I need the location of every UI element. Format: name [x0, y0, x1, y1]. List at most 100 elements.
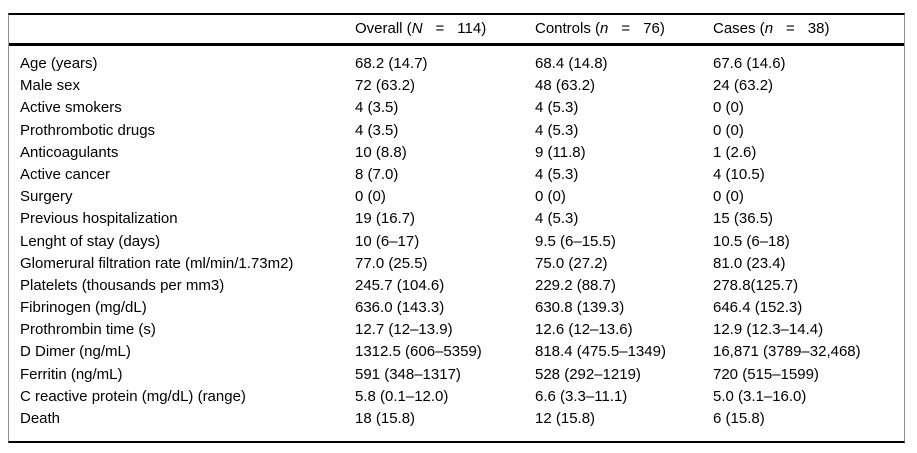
cell-controls: 75.0 (27.2) — [535, 254, 608, 272]
row-label: Fibrinogen (mg/dL) — [20, 299, 147, 317]
header-row-label — [20, 15, 355, 43]
baseline-characteristics-table: Overall (N = 114) Controls (n = 76) Cases (n… — [8, 13, 905, 444]
cell-controls: 528 (292–1219) — [535, 365, 641, 383]
header-controls-count: 76) — [643, 20, 665, 37]
row-label: Age (years) — [20, 55, 98, 72]
row-label: Previous hospitalization — [20, 210, 178, 228]
cell-controls: 12.6 (12–13.6) — [535, 321, 633, 339]
cell-cases: 4 (10.5) — [713, 165, 765, 183]
cell-cases: 0 (0) — [713, 188, 744, 206]
header-cases-prefix: Cases ( — [713, 20, 765, 37]
cell-overall: 8 (7.0) — [355, 165, 399, 183]
row-label: Prothrombotic drugs — [20, 121, 156, 139]
cell-controls: 9 (11.8) — [535, 143, 586, 161]
header-overall-equals: = — [435, 20, 445, 37]
table-row: Fibrinogen (mg/dL) 636.0 (143.3) 630.8 (13… — [9, 297, 904, 319]
row-label: Prothrombin time (s) — [20, 321, 156, 339]
cell-cases: 720 (515–1599) — [713, 365, 819, 383]
table-row: Male sex 72 (63.2) 48 (63.2) 24 (63.2) — [9, 75, 904, 97]
cell-overall: 77.0 (25.5) — [355, 254, 428, 272]
cell-overall: 10 (8.8) — [355, 143, 407, 161]
cell-overall: 0 (0) — [355, 188, 386, 206]
header-cases-symbol: n — [764, 20, 774, 37]
row-label: Active cancer — [20, 165, 111, 183]
row-label: Male sex — [20, 77, 81, 95]
row-label: Platelets (thousands per mm3) — [20, 276, 225, 294]
cell-cases: 12.9 (12.3–14.4) — [713, 321, 824, 339]
row-label: D Dimer (ng/mL) — [20, 343, 131, 361]
table-row: Prothrombin time (s) 12.7 (12–13.9) 12.6 (… — [9, 319, 904, 341]
row-label: Anticoagulants — [20, 143, 119, 161]
cell-cases: 10.5 (6–18) — [713, 232, 790, 250]
table-row: Surgery 0 (0) 0 (0) 0 (0) — [9, 186, 904, 208]
header-controls-symbol: n — [600, 20, 609, 37]
cell-controls: 68.4 (14.8) — [535, 55, 608, 72]
row-label: Glomerural filtration rate (ml/min/1.73m… — [20, 254, 294, 272]
cell-controls: 630.8 (139.3) — [535, 299, 625, 317]
table-row: Previous hospitalization 19 (16.7) 4 (5.3)… — [9, 208, 904, 230]
header-controls: Controls (n = 76) — [535, 15, 713, 43]
cell-cases: 24 (63.2) — [713, 77, 774, 95]
row-label: Surgery — [20, 188, 73, 206]
row-label: Lenght of stay (days) — [20, 232, 161, 250]
row-label: C reactive protein (mg/dL) (range) — [20, 387, 246, 405]
table-body: Age (years) 68.2 (14.7) 68.4 (14.8) 67.6 (1… — [9, 46, 904, 441]
cell-controls: 4 (5.3) — [535, 121, 579, 139]
cell-overall: 10 (6–17) — [355, 232, 420, 250]
cell-overall: 636.0 (143.3) — [355, 299, 445, 317]
table-row: Glomerural filtration rate (ml/min/1.73m… — [9, 253, 904, 275]
cell-cases: 16,871 (3789–32,468) — [713, 343, 861, 361]
header-overall: Overall (N = 114) — [355, 15, 535, 43]
table-row: Active cancer 8 (7.0) 4 (5.3) 4 (10.5) — [9, 164, 904, 186]
cell-overall: 591 (348–1317) — [355, 365, 461, 383]
cell-overall: 5.8 (0.1–12.0) — [355, 387, 449, 405]
header-controls-prefix: Controls ( — [535, 20, 601, 37]
cell-cases: 5.0 (3.1–16.0) — [713, 387, 807, 405]
cell-overall: 18 (15.8) — [355, 410, 416, 427]
table-row: Age (years) 68.2 (14.7) 68.4 (14.8) 67.6 (1… — [9, 53, 904, 75]
table-row: Death 18 (15.8) 12 (15.8) 6 (15.8) — [9, 408, 904, 430]
cell-controls: 6.6 (3.3–11.1) — [535, 387, 628, 405]
cell-controls: 4 (5.3) — [535, 165, 579, 183]
cell-controls: 4 (5.3) — [535, 210, 579, 228]
header-overall-symbol: N — [411, 20, 423, 37]
table-row: Platelets (thousands per mm3) 245.7 (104.… — [9, 275, 904, 297]
cell-controls: 9.5 (6–15.5) — [535, 232, 616, 250]
cell-overall: 1312.5 (606–5359) — [355, 343, 482, 361]
row-label: Death — [20, 410, 61, 427]
table-row: Lenght of stay (days) 10 (6–17) 9.5 (6–15.… — [9, 231, 904, 253]
cell-controls: 0 (0) — [535, 188, 566, 206]
cell-cases: 278.8(125.7) — [713, 276, 799, 294]
cell-controls: 818.4 (475.5–1349) — [535, 343, 666, 361]
header-cases-count: 38) — [807, 20, 830, 37]
cell-overall: 72 (63.2) — [355, 77, 416, 95]
header-overall-count: 114) — [457, 20, 487, 37]
table-row: Ferritin (ng/mL) 591 (348–1317) 528 (292–1… — [9, 364, 904, 386]
header-cases-equals: = — [786, 20, 795, 37]
cell-overall: 68.2 (14.7) — [355, 55, 428, 72]
header-cases: Cases (n = 38) — [713, 15, 904, 43]
table-row: Active smokers 4 (3.5) 4 (5.3) 0 (0) — [9, 97, 904, 119]
table-row: Anticoagulants 10 (8.8) 9 (11.8) 1 (2.6) — [9, 142, 904, 164]
cell-controls: 48 (63.2) — [535, 77, 596, 95]
cell-controls: 12 (15.8) — [535, 410, 596, 427]
cell-cases: 81.0 (23.4) — [713, 254, 786, 272]
cell-overall: 4 (3.5) — [355, 121, 399, 139]
cell-overall: 245.7 (104.6) — [355, 276, 445, 294]
row-label: Ferritin (ng/mL) — [20, 365, 123, 383]
cell-controls: 229.2 (88.7) — [535, 276, 616, 294]
cell-cases: 0 (0) — [713, 99, 744, 117]
cell-overall: 12.7 (12–13.9) — [355, 321, 453, 339]
header-overall-prefix: Overall ( — [355, 20, 412, 37]
row-label: Active smokers — [20, 99, 122, 117]
table-row: C reactive protein (mg/dL) (range) 5.8 (0… — [9, 386, 904, 408]
cell-cases: 6 (15.8) — [713, 410, 765, 427]
cell-controls: 4 (5.3) — [535, 99, 579, 117]
cell-overall: 19 (16.7) — [355, 210, 416, 228]
cell-overall: 4 (3.5) — [355, 99, 399, 117]
cell-cases: 1 (2.6) — [713, 143, 757, 161]
header-controls-equals: = — [621, 20, 631, 37]
cell-cases: 0 (0) — [713, 121, 744, 139]
table-row: D Dimer (ng/mL) 1312.5 (606–5359) 818.4 (4… — [9, 341, 904, 363]
cell-cases: 15 (36.5) — [713, 210, 774, 228]
